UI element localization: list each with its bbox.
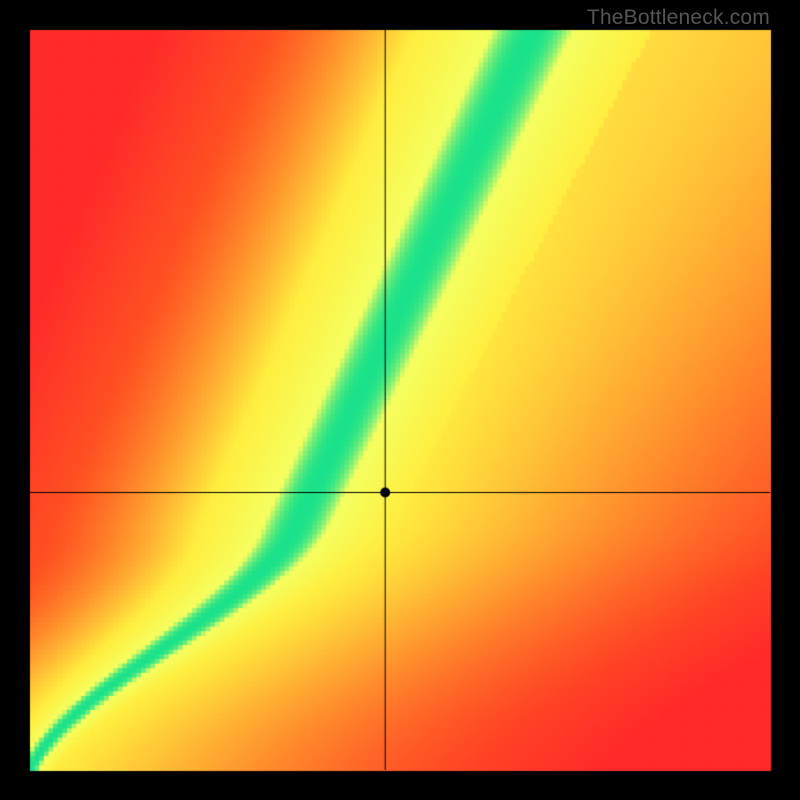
watermark-text: TheBottleneck.com [587,6,770,30]
chart-container: TheBottleneck.com [0,0,800,800]
heatmap-canvas [0,0,800,800]
